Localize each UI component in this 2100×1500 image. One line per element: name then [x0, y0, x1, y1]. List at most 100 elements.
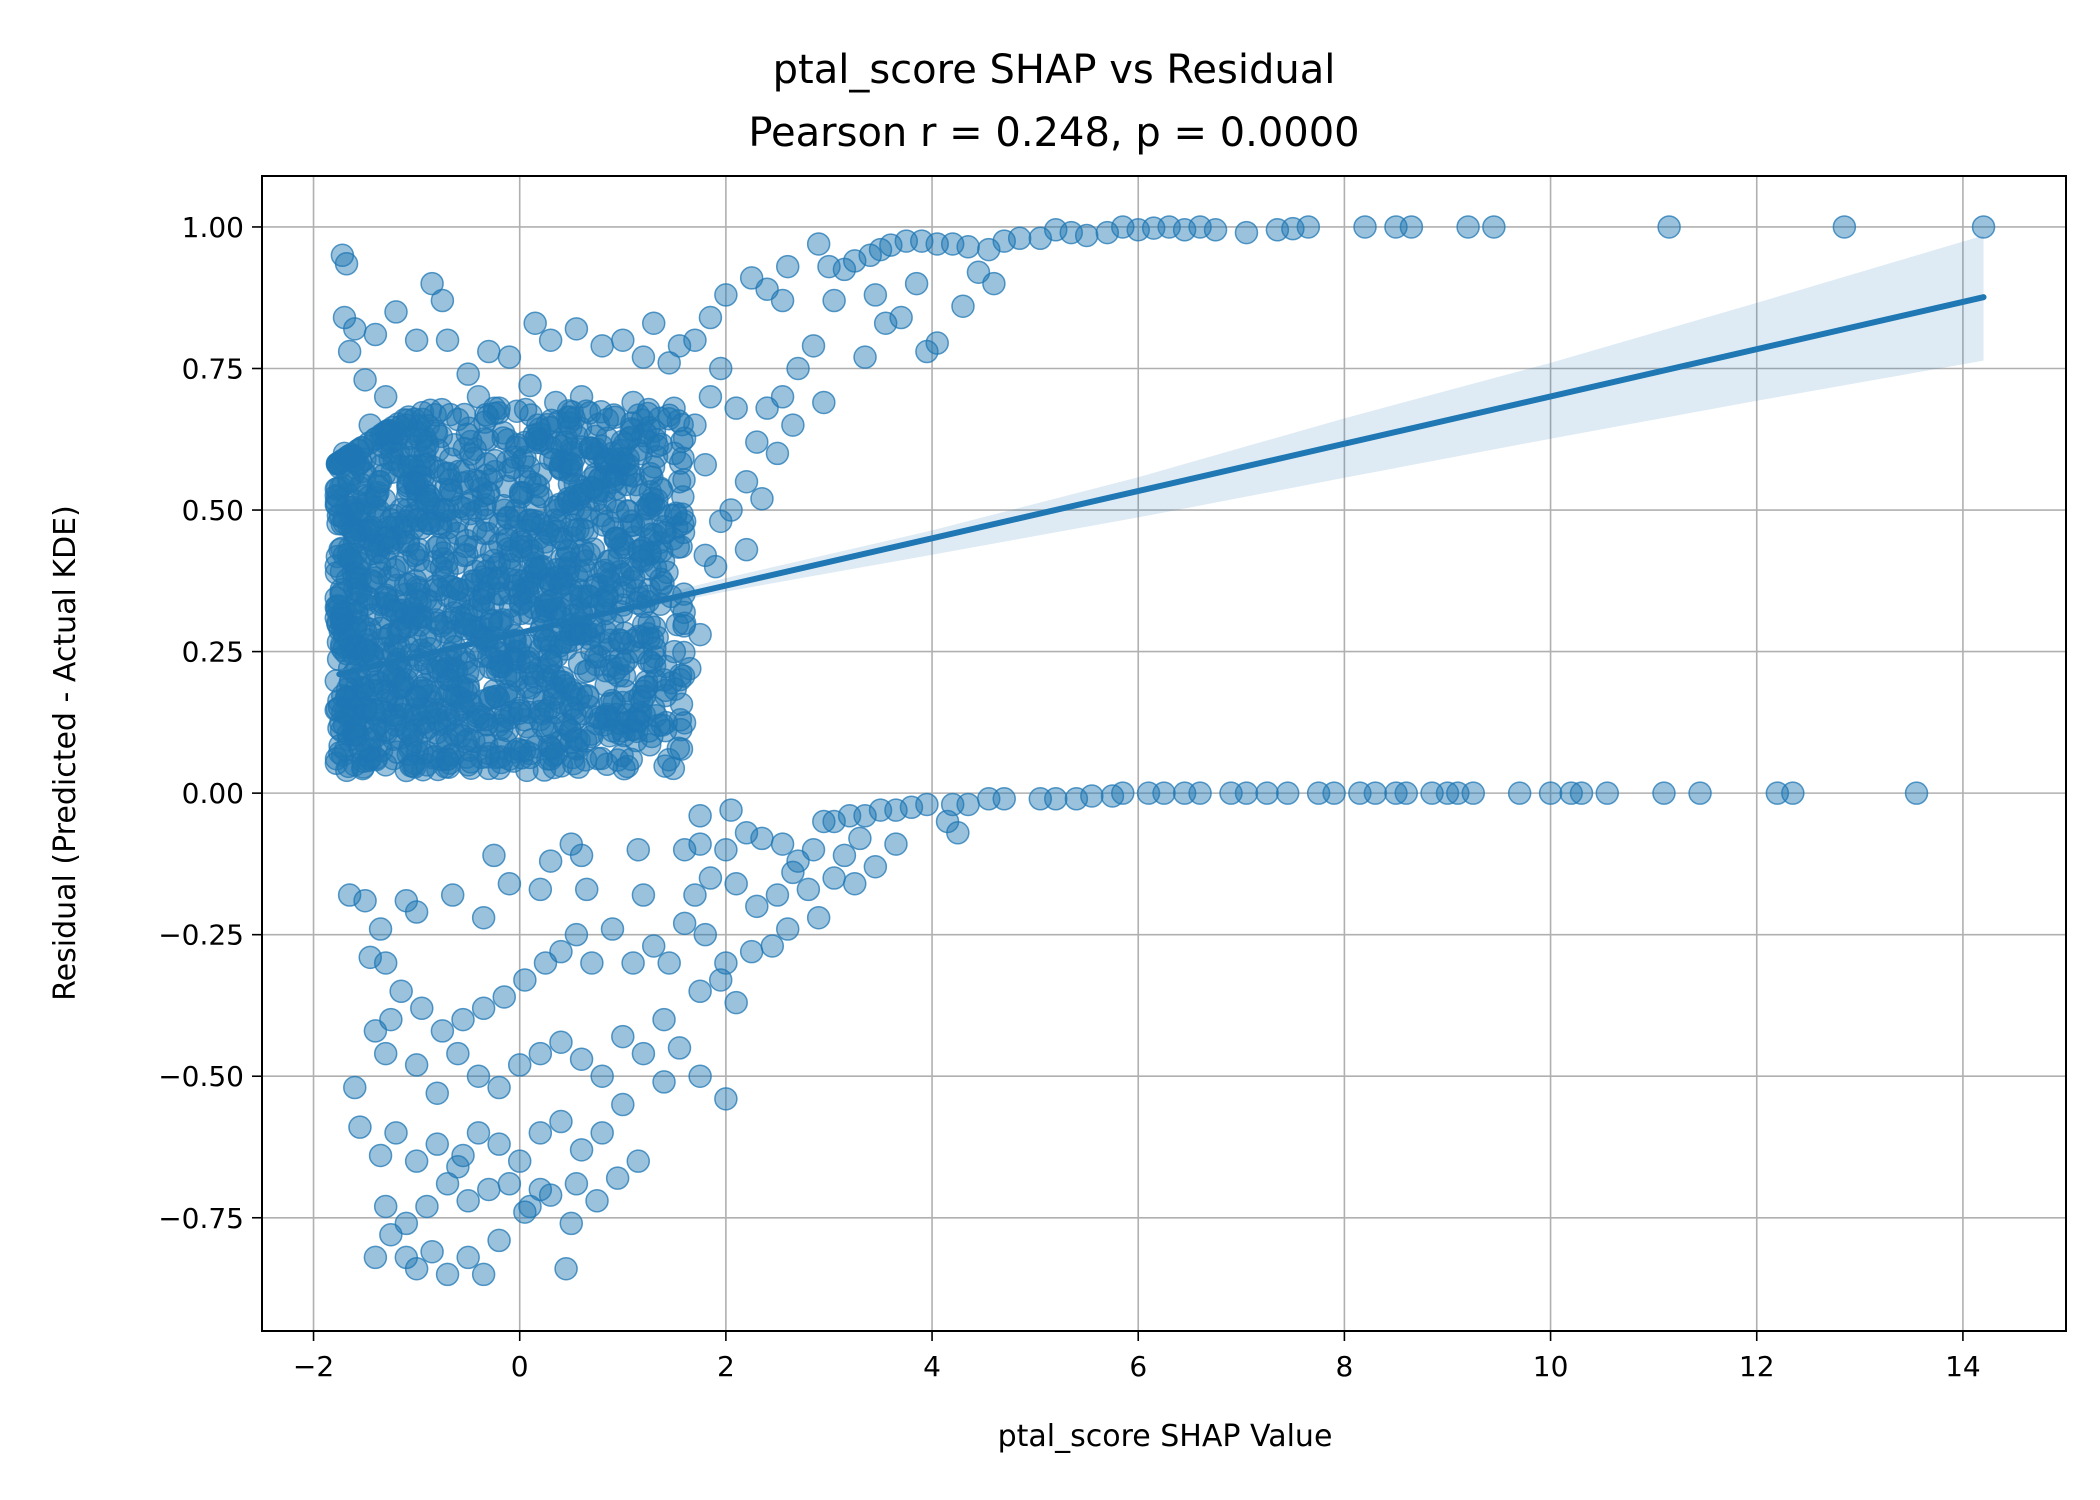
x-tick-label: 10 — [1533, 1350, 1569, 1383]
scatter-point — [495, 527, 519, 552]
scatter-point — [337, 883, 362, 907]
scatter-point — [590, 334, 614, 358]
scatter-point — [580, 951, 604, 975]
scatter-point — [471, 1262, 496, 1287]
scatter-point — [362, 533, 386, 558]
scatter-point — [664, 515, 689, 540]
scatter-point — [491, 426, 515, 450]
scatter-point — [415, 486, 439, 511]
scatter-point — [363, 322, 388, 347]
scatter-point — [456, 1189, 480, 1213]
scatter-point — [384, 300, 408, 324]
scatter-point — [576, 658, 601, 683]
scatter-point — [430, 288, 455, 313]
scatter-point — [786, 849, 810, 873]
scatter-point — [842, 871, 867, 896]
scatter-point — [373, 679, 398, 703]
scatter-point — [645, 488, 669, 512]
scatter-point — [343, 685, 367, 709]
scatter-point — [1064, 787, 1089, 811]
y-tick-label: 0.75 — [182, 353, 244, 386]
scatter-point — [765, 441, 790, 466]
scatter-point — [750, 486, 774, 511]
scatter-point — [634, 675, 659, 700]
scatter-point — [822, 866, 846, 890]
scatter-point — [596, 509, 620, 534]
scatter-point — [363, 566, 388, 590]
scatter-point — [946, 821, 970, 845]
scatter-point — [672, 509, 697, 534]
scatter-point — [1507, 781, 1532, 805]
scatter-point — [621, 513, 646, 537]
scatter-point — [642, 615, 667, 640]
scatter-point — [518, 373, 542, 398]
scatter-point — [786, 356, 810, 381]
scatter-point — [801, 334, 826, 358]
scatter-point — [456, 1245, 480, 1270]
scatter-point — [457, 690, 482, 714]
scatter-point — [631, 679, 656, 703]
scatter-point — [528, 1041, 553, 1066]
scatter-point — [611, 651, 636, 676]
scatter-point — [648, 406, 672, 431]
scatter-point — [435, 747, 460, 771]
scatter-point — [538, 447, 563, 471]
scatter-point — [894, 229, 919, 253]
scatter-point — [649, 567, 673, 592]
scatter-point — [415, 1194, 439, 1219]
scatter-point — [1657, 215, 1681, 239]
scatter-point — [672, 911, 697, 936]
scatter-point — [605, 499, 630, 523]
scatter-point — [507, 583, 532, 607]
scatter-point — [1255, 781, 1279, 805]
scatter-point — [337, 339, 362, 364]
scatter-point — [527, 417, 552, 441]
scatter-point — [611, 1024, 635, 1049]
scatter-point — [446, 407, 470, 432]
scatter-point — [564, 922, 589, 947]
scatter-point — [368, 917, 393, 941]
scatter-point — [734, 537, 759, 562]
scatter-point — [621, 707, 645, 732]
scatter-point — [523, 311, 547, 335]
scatter-point — [698, 385, 723, 409]
scatter-point — [688, 832, 712, 856]
scatter-point — [530, 513, 554, 537]
scatter-point — [528, 554, 553, 579]
scatter-point — [425, 1081, 449, 1105]
scatter-point — [373, 951, 398, 975]
scatter-point — [487, 566, 511, 590]
scatter-point — [456, 469, 480, 494]
scatter-point — [619, 569, 644, 594]
y-tick-label: −0.50 — [158, 1060, 244, 1093]
scatter-point — [410, 996, 434, 1021]
scatter-point — [1595, 781, 1620, 805]
scatter-point — [368, 1143, 393, 1168]
x-axis-label: ptal_score SHAP Value — [998, 1419, 1333, 1454]
scatter-point — [549, 690, 573, 715]
scatter-point — [688, 622, 712, 647]
scatter-point — [468, 644, 493, 668]
scatter-point — [477, 1177, 501, 1202]
scatter-point — [471, 905, 496, 930]
scatter-point — [404, 588, 429, 613]
scatter-point — [600, 719, 625, 743]
scatter-point — [806, 232, 831, 256]
scatter-point — [477, 339, 501, 364]
scatter-point — [564, 1172, 589, 1196]
scatter-point — [559, 1211, 584, 1236]
scatter-point — [549, 571, 573, 596]
scatter-point — [631, 536, 655, 560]
scatter-point — [559, 622, 584, 647]
scatter-point — [332, 305, 357, 330]
x-tick-label: 2 — [717, 1350, 735, 1383]
scatter-point — [368, 469, 393, 494]
scatter-point — [396, 533, 421, 557]
scatter-point — [1538, 781, 1563, 805]
scatter-point — [915, 339, 939, 364]
scatter-point — [884, 832, 908, 856]
scatter-point — [554, 430, 578, 454]
x-tick-label: 12 — [1739, 1350, 1775, 1383]
scatter-point — [545, 498, 569, 523]
scatter-point — [471, 996, 496, 1021]
